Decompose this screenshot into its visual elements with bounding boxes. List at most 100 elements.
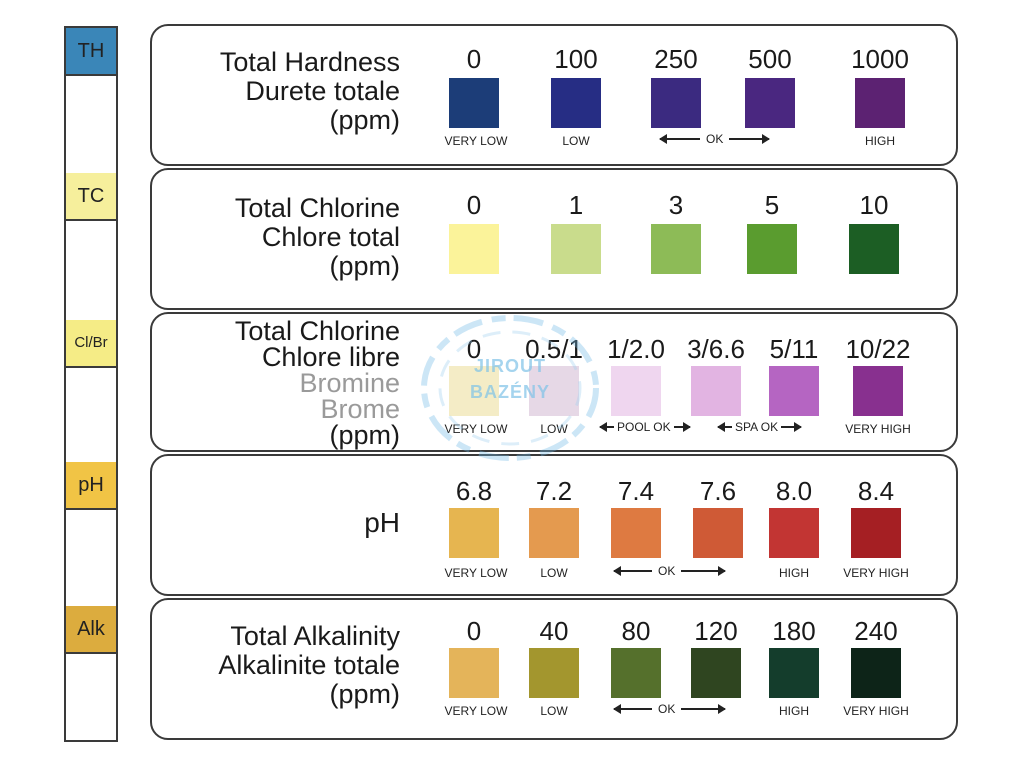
arrow-left-icon — [613, 565, 652, 576]
color-swatch — [611, 648, 661, 698]
arrow-left-icon — [599, 421, 614, 432]
value-label: 240 — [854, 616, 898, 646]
value-label: 120 — [694, 616, 738, 646]
value-label: 0 — [466, 190, 482, 220]
pad-ph: pH — [66, 462, 116, 510]
panel-total-alkalinity: Total Alkalinity Alkalinite totale (ppm)… — [150, 598, 958, 740]
range-label: VERY LOW — [444, 704, 508, 718]
ok-label: OK — [658, 701, 676, 716]
color-swatch — [855, 78, 905, 128]
pool-ok-label: POOL OK — [617, 419, 671, 434]
color-swatch — [747, 224, 797, 274]
color-swatch — [449, 366, 499, 416]
color-swatch — [651, 224, 701, 274]
value-label: 0 — [466, 44, 482, 74]
value-label: 7.2 — [535, 476, 573, 506]
range-label: LOW — [540, 704, 568, 718]
color-swatch — [691, 366, 741, 416]
range-label: HIGH — [865, 134, 895, 148]
label-line: (ppm) — [329, 420, 400, 450]
value-label: 6.8 — [455, 476, 493, 506]
label-line: Chlore libre — [261, 342, 400, 372]
value-label: 500 — [748, 44, 792, 74]
ok-range-indicator: OK — [613, 701, 727, 716]
value-label: 3/6.6 — [687, 334, 745, 364]
range-label: HIGH — [779, 704, 809, 718]
value-label: 80 — [621, 616, 651, 646]
range-label: VERY HIGH — [845, 422, 911, 436]
color-swatch — [449, 508, 499, 558]
color-swatch — [529, 648, 579, 698]
value-label: 7.6 — [699, 476, 737, 506]
range-label: VERY LOW — [444, 422, 508, 436]
test-strip: TH TC Cl/Br pH Alk — [64, 26, 118, 742]
value-label: 1 — [568, 190, 584, 220]
panel-total-hardness: Total Hardness Durete totale (ppm) 0 100… — [150, 24, 958, 166]
ok-range-indicator: OK — [613, 563, 727, 578]
color-swatch — [449, 78, 499, 128]
panel-label: pH — [364, 508, 400, 537]
label-line: Total Hardness — [219, 47, 400, 77]
color-swatch — [691, 648, 741, 698]
panel-label: Total Hardness Durete totale (ppm) — [220, 48, 400, 135]
value-label: 0 — [466, 334, 482, 364]
color-swatch — [769, 648, 819, 698]
pad-chlorine-bromine: Cl/Br — [66, 320, 116, 368]
range-label: VERY LOW — [444, 134, 508, 148]
color-swatch — [529, 508, 579, 558]
color-swatch — [851, 648, 901, 698]
label-line: (ppm) — [329, 679, 400, 709]
value-label: 250 — [654, 44, 698, 74]
label-line: (ppm) — [329, 251, 400, 281]
ok-range-indicator: OK — [659, 131, 771, 146]
color-swatch — [851, 508, 901, 558]
color-swatch — [611, 508, 661, 558]
panel-chlorine-bromine: Total Chlorine Chlore libre Bromine Brom… — [150, 312, 958, 452]
arrow-left-icon — [717, 421, 732, 432]
label-line: (ppm) — [329, 105, 400, 135]
value-label: 8.0 — [775, 476, 813, 506]
range-label: VERY HIGH — [843, 704, 909, 718]
value-label: 0 — [466, 616, 482, 646]
label-line: Total Chlorine — [234, 316, 400, 346]
value-label: 100 — [554, 44, 598, 74]
value-label: 180 — [772, 616, 816, 646]
range-label: VERY LOW — [444, 566, 508, 580]
color-swatch — [853, 366, 903, 416]
value-label: 40 — [539, 616, 569, 646]
arrow-left-icon — [659, 133, 700, 144]
range-label: LOW — [540, 422, 568, 436]
color-swatch — [551, 224, 601, 274]
color-swatch — [611, 366, 661, 416]
value-label: 0.5/1 — [525, 334, 583, 364]
range-label: LOW — [562, 134, 590, 148]
value-label: 1000 — [851, 44, 909, 74]
panel-label: Total Chlorine Chlore libre Bromine Brom… — [234, 316, 400, 450]
color-swatch — [693, 508, 743, 558]
label-line: pH — [364, 507, 400, 538]
color-swatch — [769, 508, 819, 558]
color-swatch — [769, 366, 819, 416]
ok-label: OK — [706, 131, 724, 146]
pad-total-chlorine: TC — [66, 173, 116, 221]
value-label: 8.4 — [857, 476, 895, 506]
arrow-left-icon — [613, 703, 652, 714]
pad-alkalinity: Alk — [66, 606, 116, 654]
arrow-right-icon — [681, 565, 727, 576]
color-swatch — [745, 78, 795, 128]
label-line: Total Chlorine — [234, 193, 400, 223]
pad-total-hardness: TH — [66, 28, 116, 76]
label-line: Bromine — [299, 368, 400, 398]
label-line: Brome — [320, 394, 400, 424]
color-swatch — [449, 224, 499, 274]
value-label: 5 — [764, 190, 780, 220]
pool-ok-range-indicator: POOL OK — [599, 419, 691, 434]
label-line: Chlore total — [261, 222, 400, 252]
value-label: 5/11 — [769, 334, 819, 364]
ok-label: OK — [658, 563, 676, 578]
color-swatch — [849, 224, 899, 274]
label-line: Alkalinite totale — [218, 650, 400, 680]
range-label: LOW — [540, 566, 568, 580]
range-label: HIGH — [779, 566, 809, 580]
color-swatch — [551, 78, 601, 128]
